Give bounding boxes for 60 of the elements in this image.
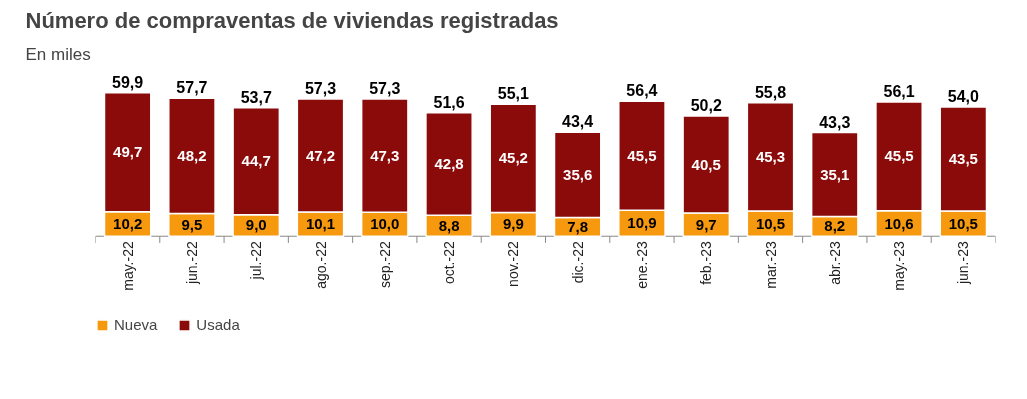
data-label: 10,5 (755, 214, 786, 232)
total-label: 54,0 (947, 87, 980, 105)
data-label: 9,7 (695, 215, 717, 233)
data-label: 10,1 (305, 215, 336, 233)
x-tick-label: feb.-23 (698, 241, 715, 285)
total-label: 51,6 (433, 93, 465, 111)
total-label: 56,1 (883, 82, 915, 100)
total-label: 43,3 (819, 113, 851, 131)
data-label: 45,5 (627, 146, 657, 164)
data-label: 47,3 (370, 146, 400, 164)
total-label: 55,1 (497, 85, 530, 103)
x-tick-label: may.-22 (119, 241, 136, 291)
x-tick-label: may.-23 (891, 241, 908, 291)
x-tick-label: abr.-23 (826, 241, 843, 285)
chart-title: Número de compraventas de viviendas registradas (25, 7, 559, 33)
data-label: 48,2 (177, 146, 207, 164)
x-tick-label: ago.-22 (312, 241, 329, 289)
data-label: 43,5 (948, 150, 978, 168)
data-label: 9,0 (245, 216, 267, 234)
total-label: 53,7 (240, 88, 272, 106)
chart-subtitle: En miles (25, 44, 91, 64)
x-tick-label: oct.-22 (441, 241, 458, 285)
total-label: 50,2 (690, 97, 722, 115)
total-label: 57,3 (369, 80, 401, 98)
data-label: 10,6 (884, 214, 914, 232)
data-label: 8,8 (438, 216, 460, 234)
x-tick-label: dic.-22 (569, 241, 586, 284)
data-label: 35,6 (563, 165, 593, 183)
legend-label: Nueva (114, 316, 158, 333)
total-label: 43,4 (562, 113, 594, 131)
x-tick-label: jun.-23 (955, 241, 972, 286)
data-label: 10,5 (948, 214, 978, 232)
legend-label: Usada (196, 316, 240, 333)
total-label: 57,3 (304, 80, 337, 98)
data-label: 42,8 (434, 154, 464, 172)
data-label: 10,0 (370, 215, 400, 233)
x-tick-label: jun.-22 (183, 241, 200, 286)
data-label: 8,2 (824, 217, 846, 235)
data-label: 9,9 (502, 215, 524, 233)
total-label: 57,7 (176, 79, 208, 97)
data-label: 47,2 (305, 146, 336, 164)
x-tick-label: jul.-22 (248, 241, 265, 281)
data-label: 45,2 (498, 149, 528, 167)
data-label: 49,7 (113, 143, 143, 161)
total-label: 55,8 (754, 83, 787, 101)
x-tick-label: nov.-22 (505, 241, 522, 287)
data-label: 10,2 (113, 215, 143, 233)
data-label: 44,7 (241, 152, 271, 170)
total-label: 59,9 (112, 73, 144, 91)
total-label: 56,4 (626, 82, 658, 100)
data-label: 35,1 (820, 165, 850, 183)
x-tick-label: sep.-22 (376, 241, 393, 288)
x-tick-label: mar.-23 (762, 241, 779, 289)
data-label: 10,9 (627, 214, 657, 232)
data-label: 7,8 (567, 217, 589, 235)
data-label: 45,3 (755, 147, 786, 165)
data-label: 9,5 (181, 215, 203, 233)
data-label: 45,5 (884, 147, 914, 165)
data-label: 40,5 (691, 155, 721, 173)
x-tick-label: ene.-23 (633, 241, 650, 289)
